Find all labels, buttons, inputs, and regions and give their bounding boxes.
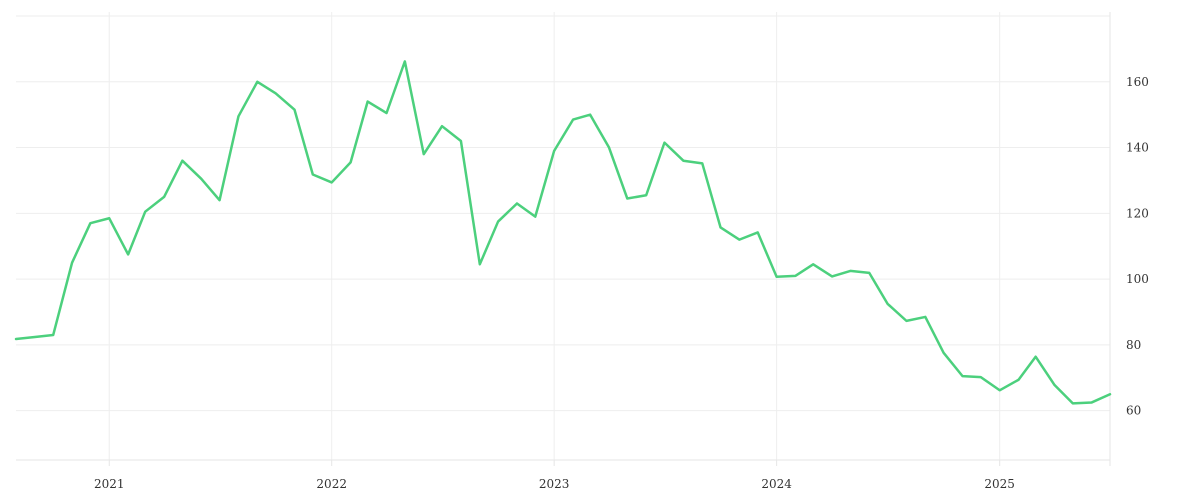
series-layer [14, 60, 1112, 405]
x-tick-label: 2023 [539, 477, 570, 491]
y-tick-label: 140 [1126, 141, 1149, 155]
axes [16, 12, 1111, 466]
grid [16, 12, 1110, 460]
x-tick-label: 2021 [94, 477, 125, 491]
y-tick-label: 100 [1126, 272, 1149, 286]
x-tick-label: 2025 [984, 477, 1015, 491]
y-tick-label: 120 [1126, 206, 1149, 220]
x-tick-label: 2024 [761, 477, 792, 491]
y-tick-label: 60 [1126, 404, 1141, 418]
tick-labels: 60 80 100 120 140 160 2021 2022 2023 2024 2025 [94, 75, 1149, 491]
y-tick-label: 160 [1126, 75, 1149, 89]
series-line [14, 60, 1112, 405]
x-tick-label: 2022 [316, 477, 347, 491]
y-tick-label: 80 [1126, 338, 1141, 352]
